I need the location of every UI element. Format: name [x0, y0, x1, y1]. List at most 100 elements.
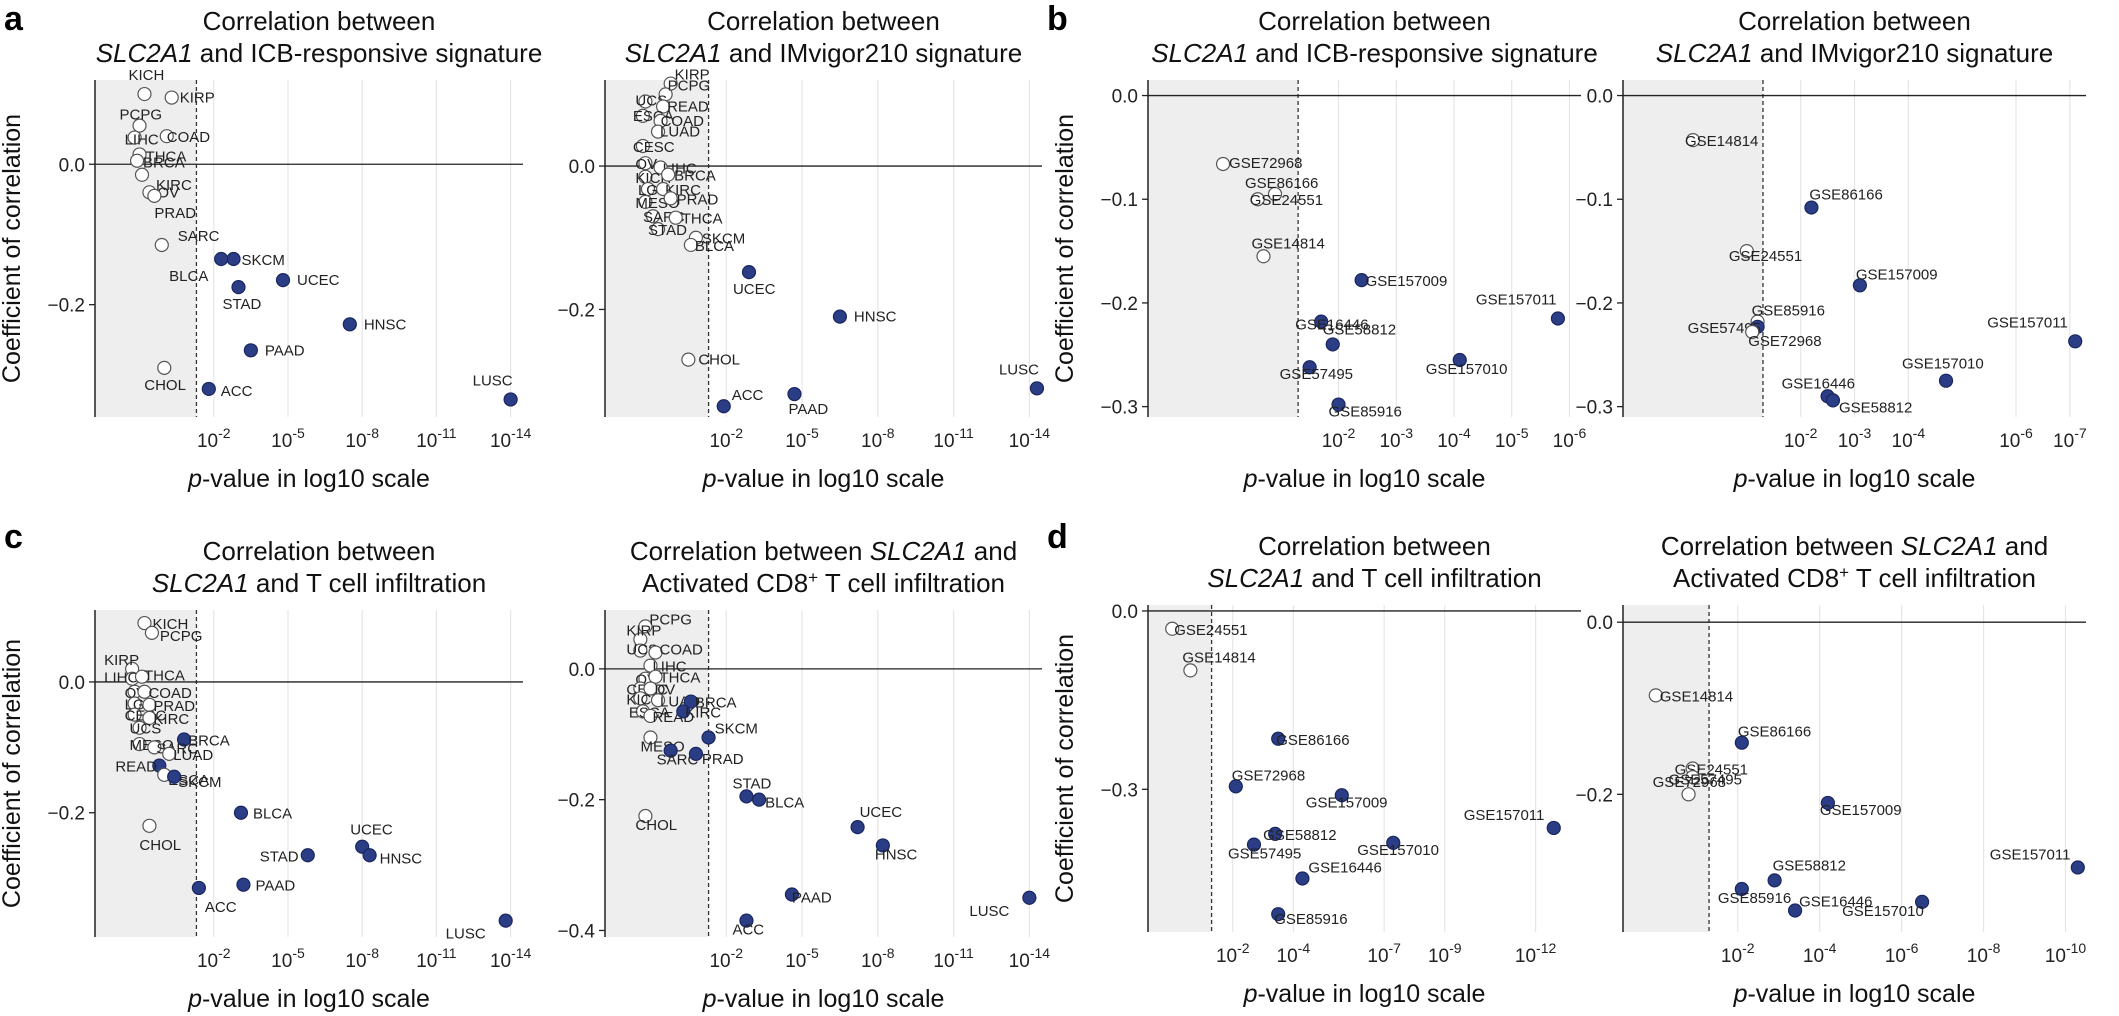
- data-point: [648, 669, 663, 684]
- point-label: CHOL: [144, 377, 186, 394]
- data-point: [1215, 156, 1231, 172]
- data-point: [638, 808, 653, 824]
- point-label: SKCM: [702, 231, 745, 248]
- data-point: [129, 153, 145, 168]
- data-point: [159, 129, 174, 144]
- nonsignificant-region: [95, 80, 197, 417]
- data-point: [850, 820, 865, 835]
- point-label: THCA: [146, 148, 187, 165]
- data-point: [655, 99, 671, 114]
- x-tick-label: 10-5: [271, 945, 305, 972]
- point-label: LUSC: [969, 903, 1009, 920]
- chart-title-line1: Correlation between: [203, 536, 436, 566]
- y-tick-label: 0.0: [1112, 602, 1138, 623]
- x-tick-label: 10-5: [785, 425, 819, 452]
- chart-title-line1: Correlation between: [1258, 6, 1491, 36]
- point-label: GSE72968: [1748, 333, 1821, 350]
- point-label: LIHC: [104, 670, 138, 687]
- data-point: [137, 615, 152, 631]
- point-label: BRCA: [188, 732, 230, 749]
- point-label: GSE157011: [1476, 291, 1557, 308]
- point-label: BLCA: [169, 268, 208, 285]
- data-point: [342, 317, 357, 332]
- x-tick-label: 10-6: [1553, 425, 1587, 452]
- y-tick-label: 0.0: [1587, 613, 1613, 634]
- plot-6: 0.0 −0.2 −0.4 10-2 10-5 10-8 10-11 10-14 Correla…: [557, 536, 1050, 1013]
- data-point: [127, 707, 142, 722]
- point-label: GSE14814: [1182, 649, 1255, 666]
- plot-2: 0.0 −0.2 10-2 10-5 10-8 10-11 10-14 Correlation…: [557, 6, 1050, 493]
- point-label: PRAD: [702, 751, 744, 768]
- point-label: GSE14814: [1685, 133, 1758, 150]
- point-label: HNSC: [364, 316, 407, 333]
- nonsignificant-region: [1148, 80, 1299, 417]
- point-label: GSE16446: [1799, 893, 1872, 910]
- data-point: [650, 222, 666, 237]
- point-label: ACC: [732, 387, 764, 404]
- point-label: LUSC: [473, 372, 513, 389]
- y-tick-label: −0.2: [1100, 294, 1138, 315]
- x-tick-label: 10-3: [1379, 425, 1413, 452]
- data-point: [214, 251, 229, 267]
- point-label: PCPG: [160, 628, 203, 645]
- point-label: GSE157009: [1856, 266, 1938, 283]
- data-point: [1246, 837, 1262, 852]
- data-point: [638, 94, 653, 109]
- data-point: [275, 272, 291, 288]
- data-point: [739, 913, 754, 928]
- data-point: [142, 710, 157, 726]
- data-point: [1681, 787, 1696, 802]
- chart-title-line2: Activated CD8+ T cell infiltration: [642, 568, 1005, 599]
- x-tick-label: 10-14: [490, 945, 532, 972]
- point-label: KICH: [128, 67, 164, 84]
- data-point: [503, 392, 518, 407]
- data-point: [1331, 397, 1346, 412]
- x-tick-label: 10-8: [1967, 940, 2001, 967]
- x-axis-label: p-value in log10 scale: [187, 465, 430, 493]
- point-label: READ: [667, 99, 709, 116]
- y-tick-label: −0.3: [1100, 398, 1138, 419]
- point-label: GSE16446: [1295, 317, 1368, 334]
- point-label: PRAD: [154, 205, 196, 222]
- data-point: [787, 386, 802, 402]
- point-label: PCPG: [120, 107, 163, 124]
- data-point: [127, 130, 142, 145]
- point-label: GSE157010: [1426, 361, 1508, 378]
- y-tick-label: 0.0: [569, 157, 595, 178]
- point-label: PAAD: [255, 878, 295, 895]
- point-label: GSE14814: [1251, 235, 1324, 252]
- data-point: [132, 720, 147, 735]
- point-label: LUSC: [999, 361, 1039, 378]
- point-label: OV: [157, 184, 179, 201]
- data-point: [2070, 860, 2085, 875]
- data-point: [1452, 352, 1467, 368]
- data-point: [1268, 826, 1283, 842]
- data-point: [233, 805, 249, 820]
- y-tick-label: −0.2: [47, 296, 85, 317]
- data-point: [1938, 373, 1954, 388]
- y-tick-label: −0.4: [557, 921, 595, 942]
- point-label: COAD: [660, 642, 704, 659]
- x-tick-label: 10-4: [1437, 425, 1471, 452]
- data-point: [1820, 795, 1835, 811]
- data-point: [167, 769, 182, 784]
- data-point: [134, 167, 150, 182]
- x-tick-label: 10-8: [345, 425, 379, 452]
- point-label: GSE72968: [1653, 774, 1726, 791]
- x-tick-label: 10-4: [1892, 425, 1926, 452]
- data-point: [1550, 311, 1566, 326]
- point-label: STAD: [222, 296, 261, 313]
- point-label: BRCA: [143, 155, 185, 172]
- point-label: LIHC: [125, 132, 159, 149]
- x-tick-label: 10-14: [490, 425, 532, 452]
- x-axis-label: p-value in log10 scale: [1243, 980, 1486, 1008]
- point-label: CHOL: [139, 837, 181, 854]
- data-point: [362, 848, 377, 863]
- point-label: GSE16446: [1308, 859, 1381, 876]
- data-point: [1546, 820, 1561, 836]
- point-label: GSE58812: [1773, 857, 1846, 874]
- x-tick-label: 10-2: [1784, 425, 1818, 452]
- data-point: [645, 209, 661, 224]
- point-label: GSE157010: [1842, 903, 1924, 920]
- x-axis-label: p-value in log10 scale: [187, 985, 430, 1013]
